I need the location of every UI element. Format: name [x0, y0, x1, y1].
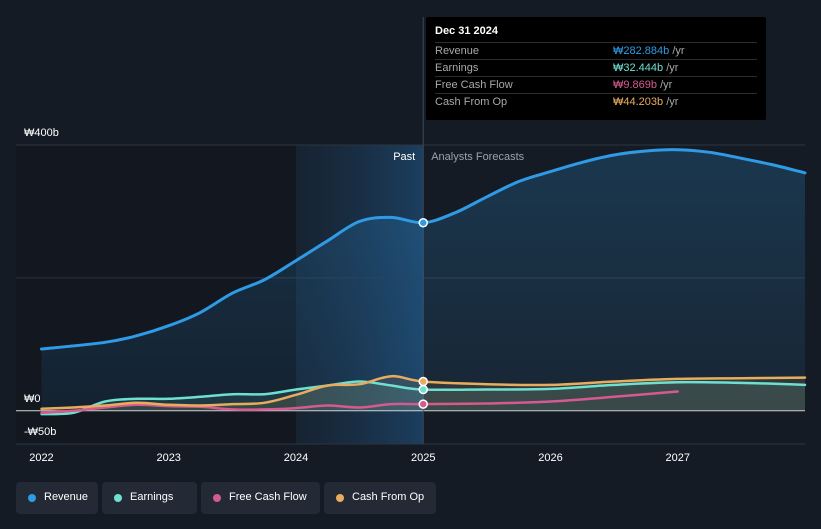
line-free-cash-flow [40, 390, 679, 415]
x-axis-label: 2027 [665, 452, 689, 464]
line-revenue [40, 148, 807, 351]
x-axis-label: 2025 [411, 452, 435, 464]
line-cash-from-op [40, 374, 807, 411]
tooltip-row-revenue: Revenue ₩282.884b /yr [435, 42, 757, 60]
forecast-label: Analysts Forecasts [431, 151, 524, 163]
tooltip-panel: Dec 31 2024 Revenue ₩282.884b /yr Earnin… [426, 17, 766, 120]
legend-dot-icon [114, 494, 122, 502]
tooltip-label: Earnings [435, 62, 479, 74]
legend-item-earnings[interactable]: Earnings [102, 482, 197, 514]
past-label: Past [393, 151, 415, 163]
point-free-cash-flow [418, 399, 428, 409]
tooltip-unit: /yr [666, 96, 679, 108]
tooltip-value: ₩32.444b [613, 62, 664, 74]
tooltip-label: Cash From Op [435, 96, 508, 108]
tooltip-value: ₩9.869b [613, 79, 658, 91]
tooltip-unit: /yr [666, 62, 679, 74]
x-axis-label: 2026 [538, 452, 562, 464]
tooltip-value: ₩282.884b [613, 45, 670, 57]
tooltip-value-wrap: ₩9.869b /yr [613, 79, 672, 91]
point-revenue [418, 217, 428, 228]
legend-item-free-cash-flow[interactable]: Free Cash Flow [201, 482, 320, 514]
x-axis-label: 2023 [156, 452, 180, 464]
legend-label: Free Cash Flow [229, 491, 307, 503]
y-axis-label: ₩0 [24, 393, 41, 405]
legend-item-cash-from-op[interactable]: Cash From Op [324, 482, 436, 514]
tooltip-row-earnings: Earnings ₩32.444b /yr [435, 59, 757, 77]
legend-dot-icon [213, 494, 221, 502]
y-axis-label: ₩400b [24, 127, 59, 139]
legend-label: Earnings [130, 491, 174, 503]
point-earnings [418, 384, 428, 395]
x-axis-label: 2022 [29, 452, 53, 464]
legend-dot-icon [28, 494, 36, 502]
tooltip-value: ₩44.203b [613, 96, 664, 108]
legend-dot-icon [336, 494, 344, 502]
point-cash-from-op [418, 376, 428, 387]
tooltip-value-wrap: ₩32.444b /yr [613, 62, 678, 74]
area-revenue [41, 149, 805, 411]
legend-label: Cash From Op [352, 491, 425, 503]
tooltip-label: Free Cash Flow [435, 79, 513, 91]
legend-label: Revenue [44, 491, 89, 503]
tooltip-label: Revenue [435, 45, 480, 57]
area-earnings [41, 381, 805, 415]
tooltip-row-free-cash-flow: Free Cash Flow ₩9.869b /yr [435, 76, 757, 94]
tooltip-date: Dec 31 2024 [435, 25, 498, 37]
tooltip-value-wrap: ₩44.203b /yr [613, 96, 678, 108]
tooltip-row-cash-from-op: Cash From Op ₩44.203b /yr [435, 93, 757, 111]
tooltip-value-wrap: ₩282.884b /yr [613, 45, 685, 57]
x-axis-label: 2024 [284, 452, 308, 464]
tooltip-unit: /yr [660, 79, 673, 91]
tooltip-unit: /yr [672, 45, 685, 57]
legend-item-revenue[interactable]: Revenue [16, 482, 98, 514]
y-axis-label: -₩50b [24, 426, 56, 438]
